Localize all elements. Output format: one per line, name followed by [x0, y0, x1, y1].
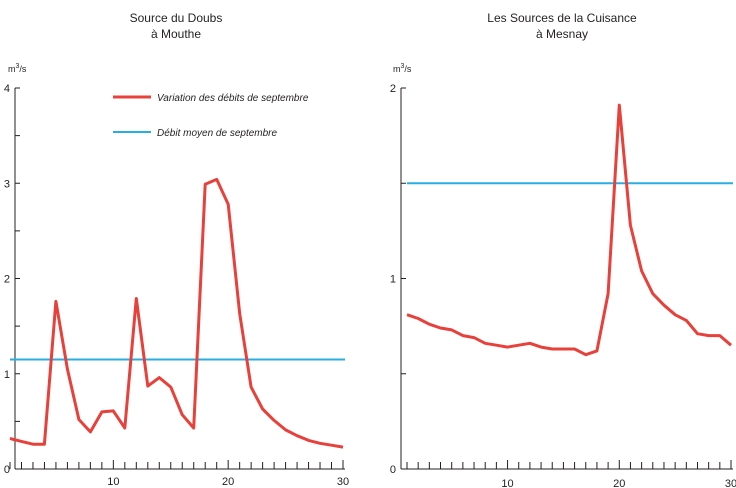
chart2-subtitle: à Mesnay [536, 27, 588, 41]
chart1-y-tick-label: 0 [4, 464, 10, 476]
chart1-plot: 0 1 2 3 4 10 20 30 [4, 83, 349, 488]
chart2-variation-line [406, 103, 732, 357]
chart1-y-unit: m3/s [8, 63, 27, 74]
chart1-y-tick-label: 2 [4, 274, 10, 286]
chart2-y-tick-label: 1 [390, 274, 396, 286]
chart1-x-tick-label: 20 [222, 476, 234, 488]
chart2-plot: 0 1 2 10 20 30 [390, 83, 736, 488]
chart2-y-tick-label: 2 [390, 83, 396, 95]
legend: Variation des débits de septembre Débit … [113, 93, 309, 139]
chart1-y-tick-label: 3 [4, 178, 10, 190]
chart2-x-tick-label: 20 [613, 478, 625, 488]
chart1-x-tick-label: 30 [337, 476, 349, 488]
chart1-y-tick-label: 4 [4, 83, 10, 95]
chart2-x-tick-label: 30 [725, 478, 736, 488]
chart1-subtitle: à Mouthe [151, 27, 201, 41]
chart2-y-tick-label: 0 [390, 464, 396, 476]
chart1-x-tick-label: 10 [107, 476, 119, 488]
chart2-x-tick-label: 10 [501, 478, 513, 488]
chart1-title: Source du Doubs [130, 11, 223, 25]
chart1-y-tick-label: 1 [4, 369, 10, 381]
chart2-title: Les Sources de la Cuisance [487, 11, 637, 25]
chart1-variation-line [9, 177, 344, 449]
legend-variation-label: Variation des débits de septembre [157, 93, 309, 104]
chart2-y-unit: m3/s [393, 63, 412, 74]
legend-mean-label: Débit moyen de septembre [157, 128, 278, 139]
